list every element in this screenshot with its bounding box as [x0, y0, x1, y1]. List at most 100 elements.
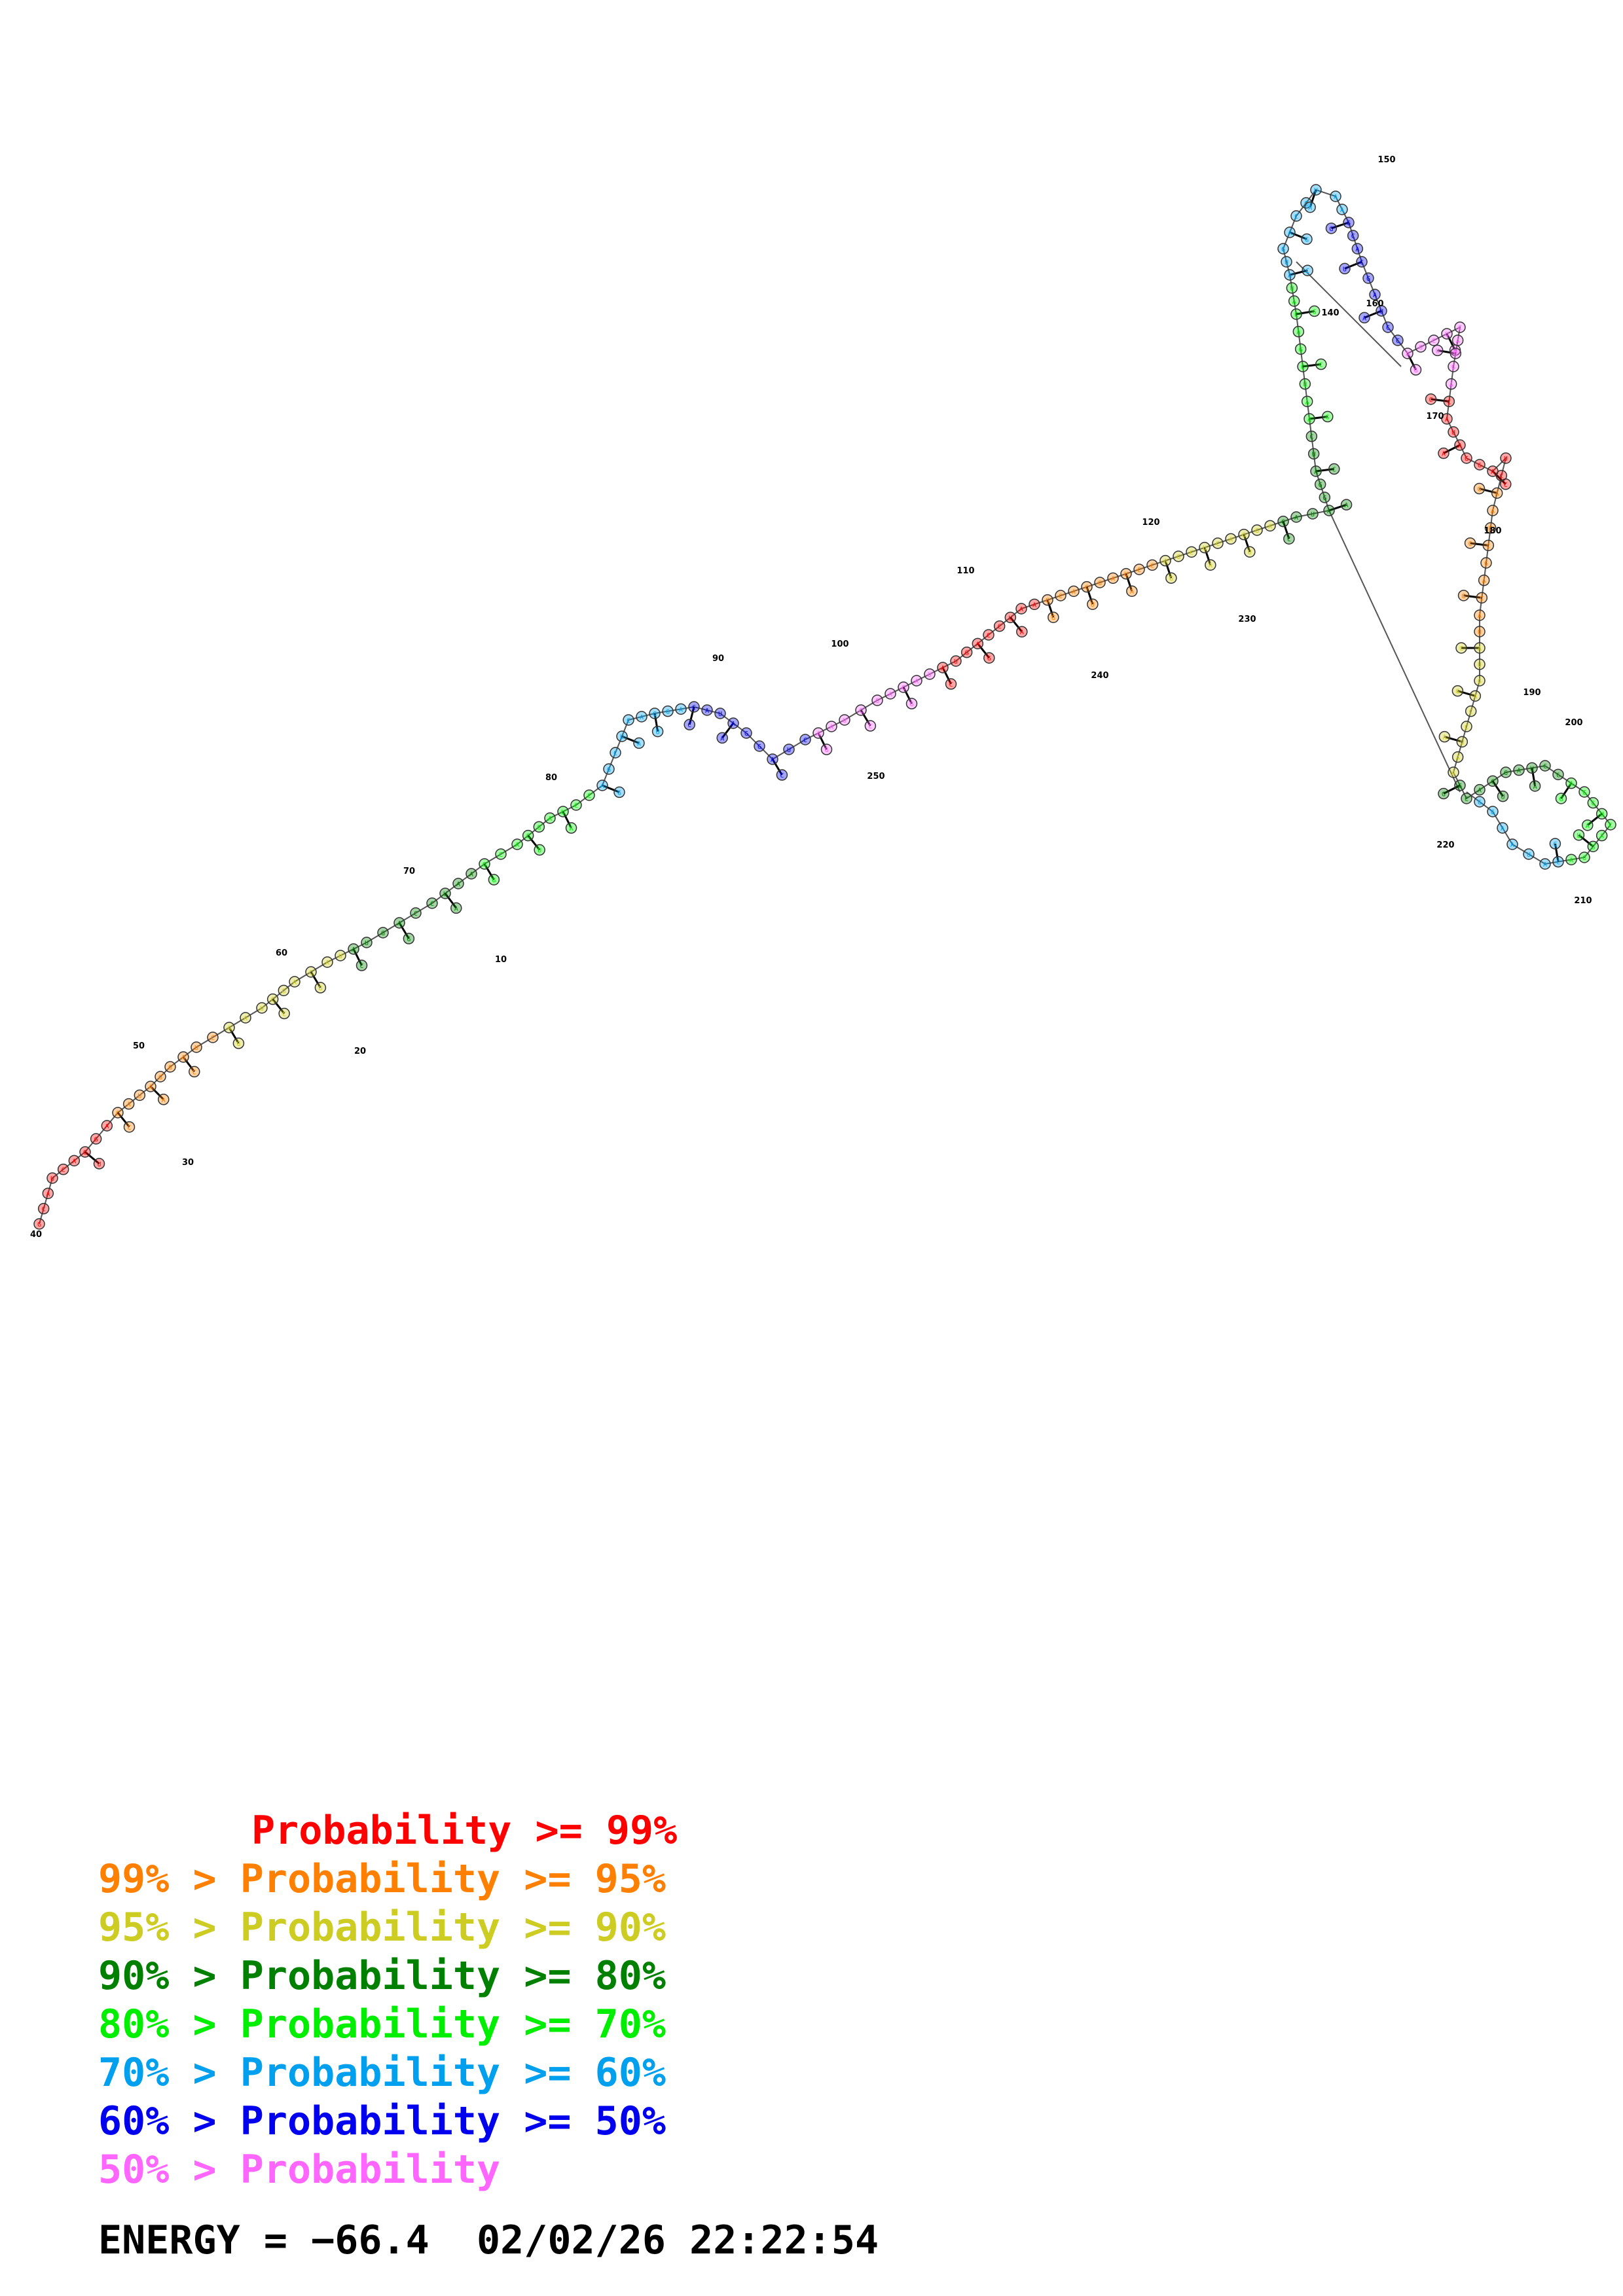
nucleotide: C: [189, 1066, 200, 1078]
nucleotide-circle: [1526, 762, 1538, 774]
nucleotide-letter: A: [1442, 451, 1446, 458]
nucleotide-circle: [1549, 838, 1561, 850]
nucleotide-letter: A: [1032, 601, 1036, 609]
nucleotide-circle: [1431, 344, 1444, 357]
nucleotide: A: [1301, 395, 1313, 408]
nucleotide-circle: [651, 725, 664, 738]
nucleotide: G: [1362, 272, 1374, 284]
position-label-160: 160: [1366, 299, 1383, 309]
nucleotide-circle: [1578, 852, 1590, 863]
nucleotide: U: [1199, 541, 1211, 554]
nucleotide-letter: A: [941, 665, 945, 672]
nucleotide-circle: [79, 1146, 91, 1158]
nucleotide-letter: U: [1303, 382, 1307, 389]
nucleotide-circle: [616, 730, 628, 742]
nucleotide-circle: [1487, 806, 1499, 817]
nucleotide-letter: U: [1600, 811, 1604, 818]
nucleotide-circle: [675, 703, 687, 715]
nucleotide-letter: U: [1577, 833, 1580, 840]
nucleotide-circle: [1523, 848, 1535, 860]
nucleotide-letter: G: [1046, 598, 1049, 605]
nucleotide-letter: G: [1299, 346, 1303, 353]
nucleotide: A: [1474, 783, 1486, 796]
nucleotide-circle: [534, 844, 545, 856]
nucleotide-circle: [403, 933, 415, 944]
nucleotide-letter: G: [158, 1074, 162, 1081]
nucleotide-letter: C: [1543, 763, 1547, 770]
nucleotide-circle: [1487, 775, 1499, 787]
base-pair: [1289, 231, 1307, 240]
nucleotide-letter: C: [42, 1206, 46, 1213]
nucleotide-letter: C: [1591, 800, 1595, 808]
nucleotide-letter: U: [1203, 545, 1207, 552]
nucleotide-letter: A: [570, 825, 574, 833]
base-pair: [1457, 690, 1476, 697]
nucleotide-letter: U: [1312, 451, 1316, 458]
nucleotide-circle: [1565, 777, 1577, 789]
nucleotide-circle: [1555, 793, 1567, 804]
nucleotide: G: [1578, 786, 1590, 798]
nucleotide-circle: [1448, 766, 1459, 778]
nucleotide-letter: A: [1345, 502, 1349, 509]
nucleotide: G: [1165, 572, 1177, 584]
nucleotide-circle: [1495, 469, 1508, 482]
nucleotide-letter: A: [149, 1084, 153, 1091]
nucleotide: A: [1565, 777, 1577, 789]
nucleotide-letter: C: [780, 772, 784, 780]
nucleotide-circle: [1343, 217, 1355, 228]
nucleotide-circle: [1448, 426, 1459, 438]
nucleotide-letter: G: [407, 936, 410, 943]
nucleotide-letter: G: [965, 650, 969, 657]
nucleotide: A: [1284, 226, 1296, 238]
nucleotide: A: [565, 822, 577, 834]
nucleotide-circle: [1310, 184, 1322, 196]
nucleotide-letter: G: [492, 877, 496, 884]
nucleotide: U: [361, 937, 373, 948]
nucleotide: G: [533, 821, 545, 833]
nucleotide-letter: C: [1480, 595, 1484, 602]
nucleotide: U: [1448, 426, 1459, 438]
position-labels: 10 20 30 40 50 60 70 80 90 100 110 120 140 150 160 170 1…: [30, 155, 1592, 1240]
nucleotide: U: [714, 708, 726, 719]
nucleotide: A: [348, 943, 359, 955]
nucleotide-letter: A: [1533, 783, 1537, 791]
nucleotide: U: [46, 1172, 58, 1184]
nucleotide: U: [93, 1158, 105, 1170]
nucleotide-circle: [112, 1107, 124, 1119]
nucleotide-circle: [1369, 289, 1381, 300]
base-pair: [1125, 573, 1133, 592]
nucleotide-letter: A: [1292, 298, 1296, 306]
nucleotide: A: [511, 838, 523, 850]
nucleotide-circle: [1277, 515, 1289, 528]
nucleotide-circle: [223, 1022, 235, 1033]
nucleotide-letter: C: [309, 969, 313, 977]
nucleotide-letter: A: [1294, 514, 1298, 522]
nucleotide-letter: A: [548, 816, 552, 823]
nucleotide: A: [1469, 690, 1482, 702]
base-pair: [1243, 534, 1251, 552]
nucleotide: C: [1186, 546, 1197, 558]
nucleotide: G: [905, 698, 918, 709]
nucleotide: C: [1356, 256, 1368, 268]
nucleotide-letter: C: [1294, 213, 1298, 221]
nucleotide: G: [33, 1218, 45, 1230]
nucleotide: C: [1382, 321, 1394, 333]
nucleotide: G: [1251, 524, 1263, 536]
nucleotide: C: [1454, 321, 1466, 333]
nucleotide-letter: A: [1478, 645, 1482, 653]
nucleotide: A: [1284, 269, 1296, 281]
nucleotide-circle: [1336, 204, 1348, 215]
nucleotide-circle: [1565, 853, 1577, 866]
nucleotide: G: [1438, 787, 1450, 800]
nucleotide-letter: C: [526, 833, 530, 840]
nucleotide-circle: [1605, 819, 1616, 831]
nucleotide-letter: A: [1355, 246, 1359, 253]
nucleotide: C: [1605, 819, 1616, 831]
nucleotide-letter: C: [1432, 338, 1436, 345]
nucleotide: C: [207, 1031, 219, 1043]
nucleotide-letter: U: [928, 672, 932, 679]
nucleotide: G: [1042, 594, 1053, 606]
base-pair: [228, 1027, 240, 1044]
